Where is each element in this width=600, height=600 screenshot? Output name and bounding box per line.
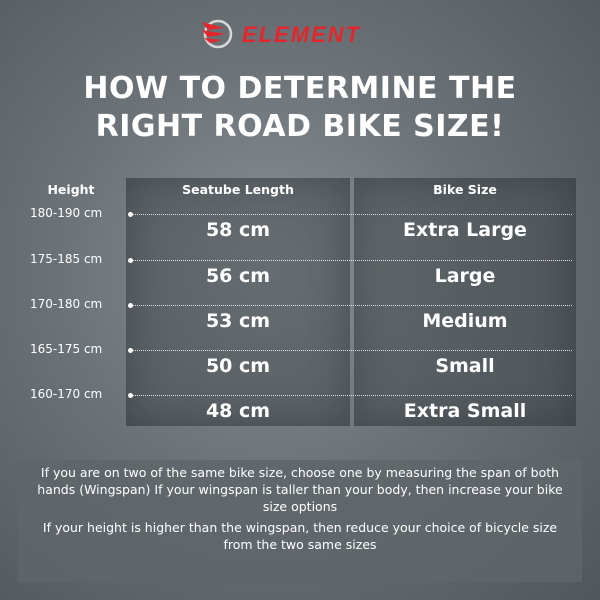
bike-size-value: Small — [435, 355, 495, 377]
note-height-higher: If your height is higher than the wingsp… — [42, 520, 558, 552]
seatube-value: 58 cm — [205, 219, 271, 241]
seatube-panel — [126, 178, 350, 426]
height-label: 180-190 cm — [30, 206, 103, 220]
height-label: 170-180 cm — [30, 297, 103, 311]
bike-size-value: Medium — [422, 310, 508, 332]
row-divider — [132, 350, 572, 351]
seatube-value: 48 cm — [205, 400, 271, 422]
row-divider — [132, 395, 572, 396]
bike-size-panel — [354, 178, 576, 426]
bike-size-value: Large — [434, 265, 496, 287]
row-marker-dot — [128, 212, 133, 217]
height-label: 165-175 cm — [30, 342, 103, 356]
page-title-line1: HOW TO DETERMINE THE — [83, 71, 517, 106]
row-divider — [132, 260, 572, 261]
header-bike-size: Bike Size — [433, 182, 497, 197]
header-seatube: Seatube Length — [182, 182, 294, 197]
seatube-value: 56 cm — [205, 265, 271, 287]
row-marker-dot — [128, 258, 133, 263]
row-divider — [132, 305, 572, 306]
height-label: 175-185 cm — [30, 252, 103, 266]
row-divider — [132, 214, 572, 215]
note-wingspan-taller: If you are on two of the same bike size,… — [37, 465, 563, 514]
row-marker-dot — [128, 303, 133, 308]
svg-text:ELEMENT: ELEMENT — [242, 22, 361, 47]
header-height: Height — [47, 182, 95, 197]
row-marker-dot — [128, 393, 133, 398]
element-logo: ELEMENT — [202, 19, 361, 49]
seatube-value: 50 cm — [205, 355, 271, 377]
info-box: If you are on two of the same bike size,… — [18, 460, 582, 582]
seatube-value: 53 cm — [205, 310, 271, 332]
height-label: 160-170 cm — [30, 387, 103, 401]
bike-size-value: Extra Large — [403, 219, 527, 241]
row-marker-dot — [128, 348, 133, 353]
page-title-line2: RIGHT ROAD BIKE SIZE! — [95, 109, 505, 144]
bike-size-value: Extra Small — [403, 400, 527, 422]
